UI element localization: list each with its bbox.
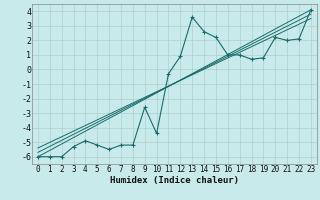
X-axis label: Humidex (Indice chaleur): Humidex (Indice chaleur) <box>110 176 239 185</box>
